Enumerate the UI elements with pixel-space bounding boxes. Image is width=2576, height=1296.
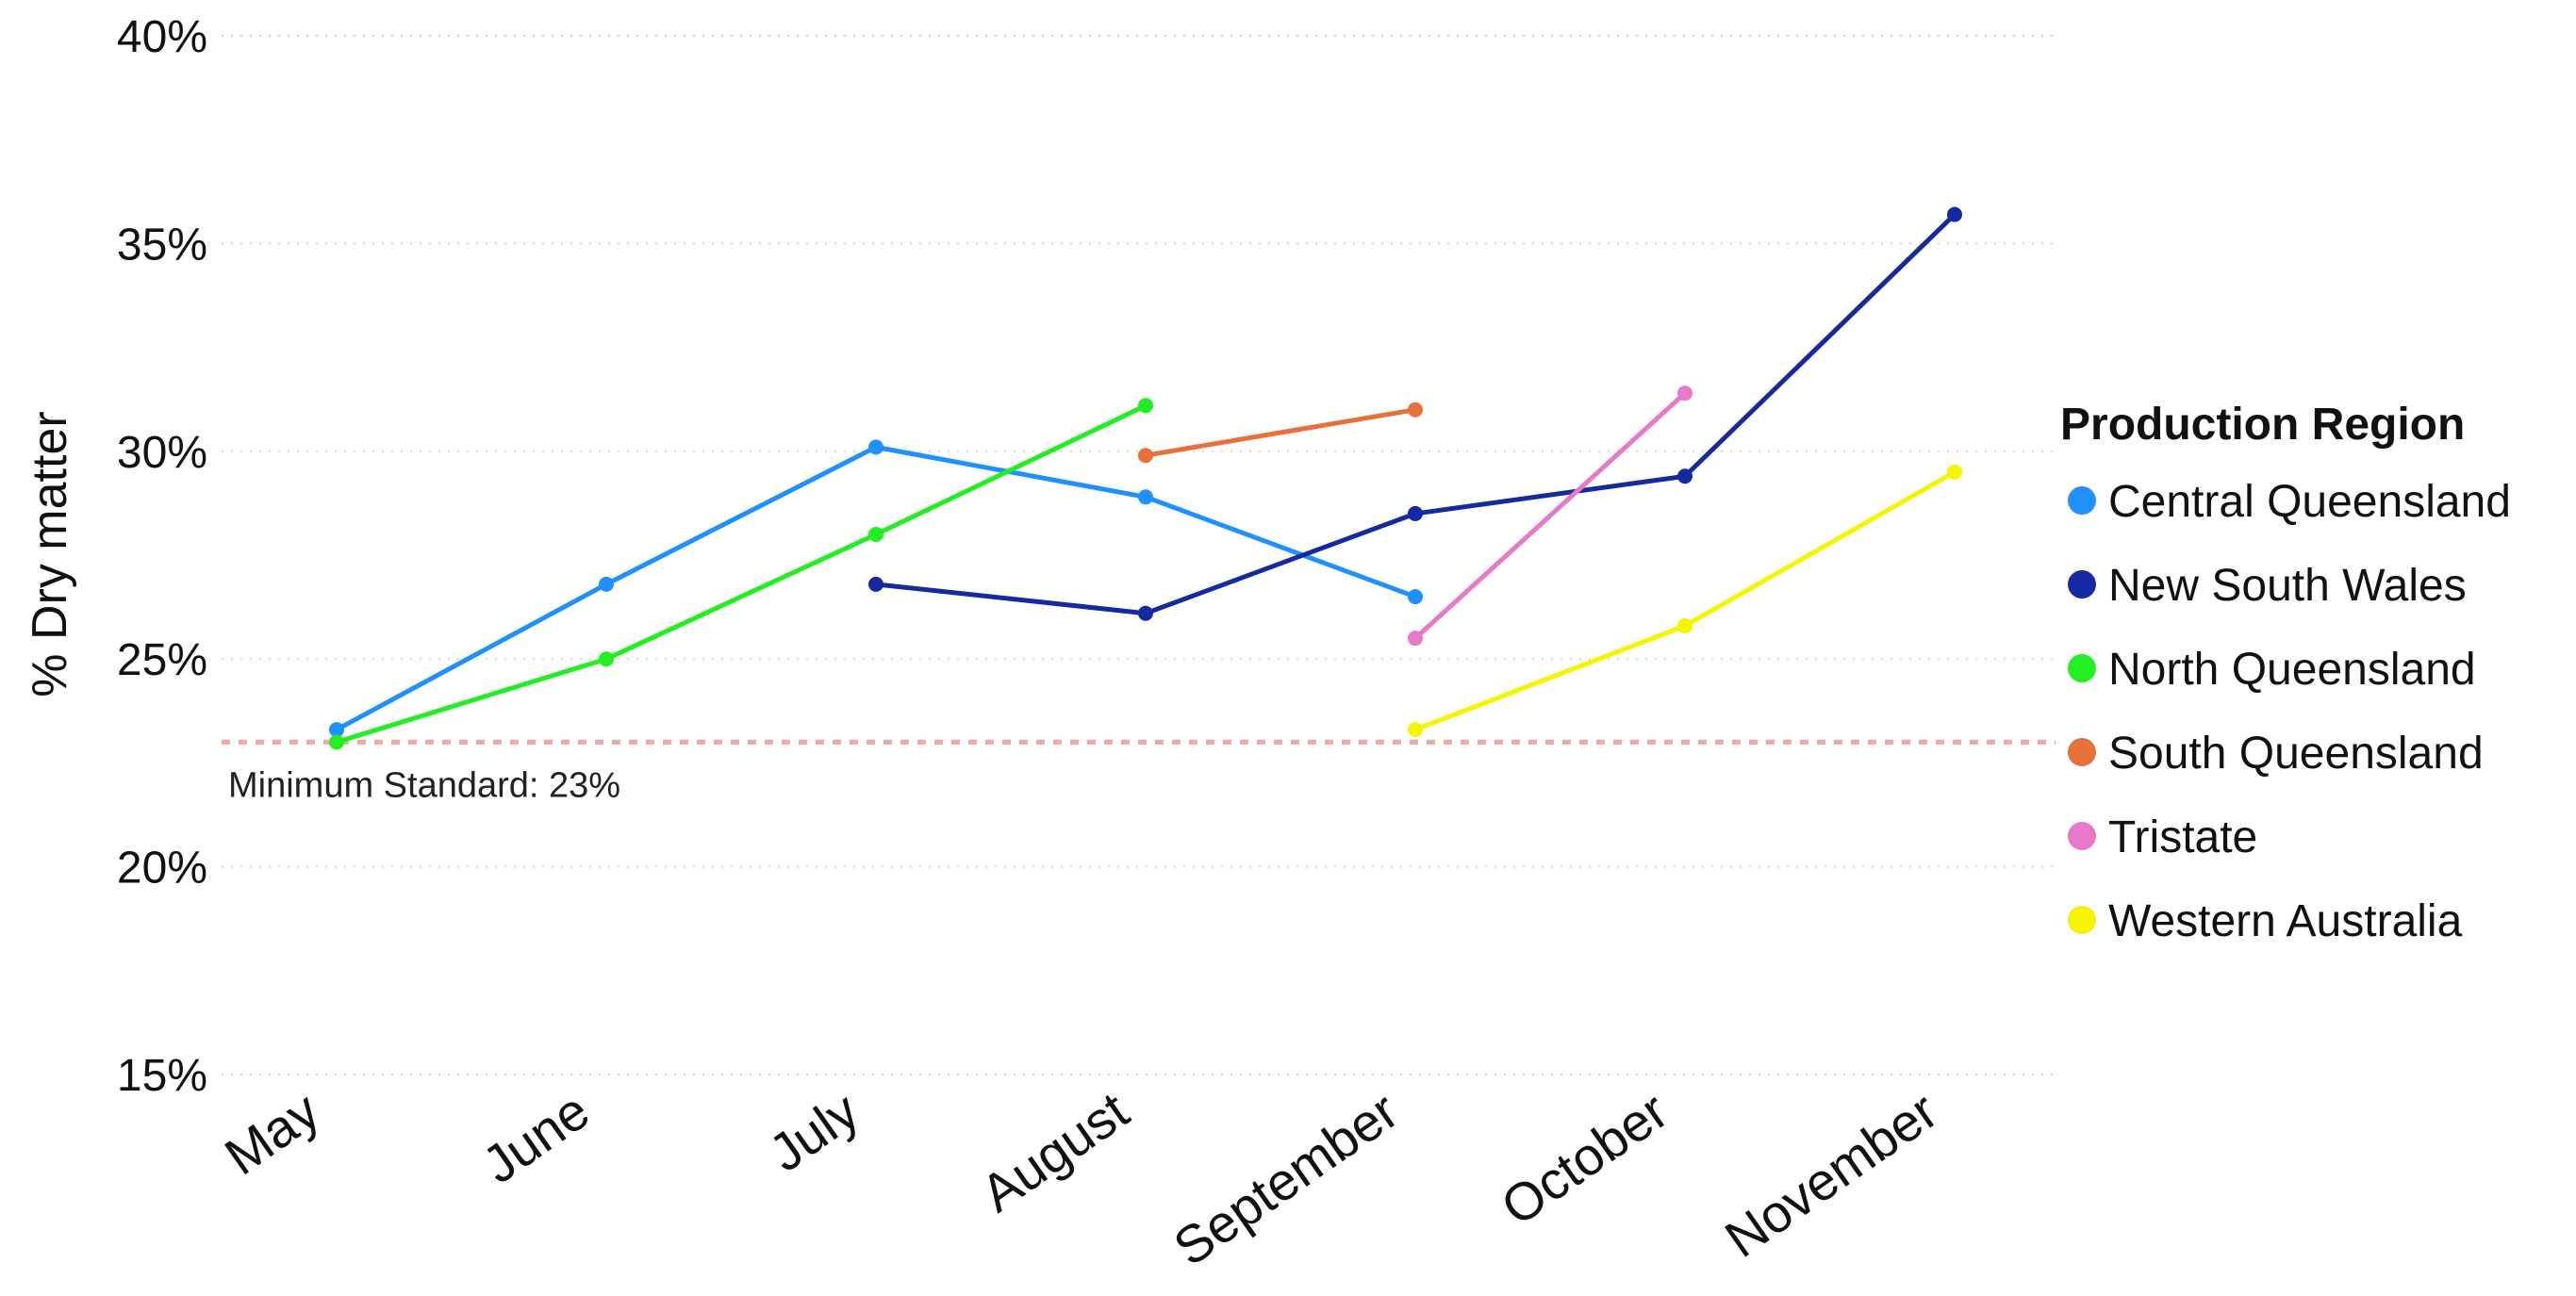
y-tick-label: 35%: [117, 220, 207, 270]
data-point: [1947, 206, 1962, 222]
data-point: [1677, 468, 1693, 484]
series-line: [334, 402, 1148, 745]
legend: Production Region Central Queensland New …: [2060, 400, 2511, 946]
data-point: [1408, 505, 1423, 521]
legend-title: Production Region: [2060, 400, 2465, 450]
x-tick-label: October: [1491, 1080, 1678, 1237]
series-tristate: [1408, 386, 1693, 647]
data-point: [329, 722, 344, 738]
data-point: [1138, 448, 1153, 464]
y-axis: 15% 20% 25% 30% 35% 40%: [117, 12, 207, 1101]
y-tick-label: 20%: [117, 844, 207, 894]
y-axis-title: % Dry matter: [23, 411, 77, 697]
series-western-australia: [1408, 464, 1962, 738]
series-lines: [329, 206, 1962, 750]
series-north-queensland: [329, 398, 1153, 750]
legend-label: Central Queensland: [2108, 477, 2511, 527]
data-point: [868, 576, 883, 592]
data-point: [868, 526, 883, 542]
series-south-queensland: [1138, 402, 1423, 464]
data-point: [1408, 631, 1423, 647]
x-tick-label: July: [758, 1080, 869, 1183]
legend-swatch: [2068, 486, 2096, 515]
data-point: [1408, 722, 1423, 738]
legend-swatch: [2068, 906, 2096, 934]
data-point: [1677, 617, 1693, 633]
x-tick-label: May: [214, 1080, 330, 1186]
minimum-standard-label: Minimum Standard: 23%: [228, 765, 620, 805]
data-point: [1138, 605, 1153, 621]
x-axis: May June July August September October Novembe…: [214, 1080, 1948, 1277]
x-tick-label: August: [970, 1080, 1139, 1223]
x-tick-label: September: [1163, 1080, 1409, 1277]
y-tick-label: 30%: [117, 428, 207, 478]
x-tick-label: November: [1714, 1080, 1948, 1269]
legend-swatch: [2068, 654, 2096, 682]
grid-lines: [222, 35, 2056, 1075]
legend-swatch: [2068, 822, 2096, 850]
legend-swatch: [2068, 738, 2096, 766]
legend-label: New South Wales: [2108, 561, 2467, 611]
series-line: [1143, 407, 1418, 458]
series-new-south-wales: [868, 206, 1962, 621]
data-point: [1408, 589, 1423, 605]
y-tick-label: 25%: [117, 635, 207, 685]
minimum-standard-reference: Minimum Standard: 23%: [222, 739, 2056, 805]
data-point: [329, 734, 344, 750]
y-tick-label: 15%: [117, 1051, 207, 1101]
data-point: [1408, 402, 1423, 418]
data-point: [1138, 489, 1153, 505]
y-tick-label: 40%: [117, 12, 207, 62]
data-point: [1947, 464, 1962, 480]
series-line: [1412, 390, 1688, 641]
x-tick-label: June: [471, 1080, 600, 1194]
legend-label: Tristate: [2108, 812, 2257, 862]
legend-swatch: [2068, 570, 2096, 599]
data-point: [1677, 386, 1693, 402]
data-point: [868, 439, 883, 455]
legend-label: South Queensland: [2108, 729, 2484, 779]
data-point: [599, 576, 614, 592]
data-point: [599, 651, 614, 667]
data-point: [1138, 398, 1153, 414]
series-central-queensland: [329, 439, 1423, 738]
legend-label: North Queensland: [2108, 645, 2476, 695]
legend-label: Western Australia: [2108, 896, 2463, 946]
series-line: [1412, 469, 1957, 732]
